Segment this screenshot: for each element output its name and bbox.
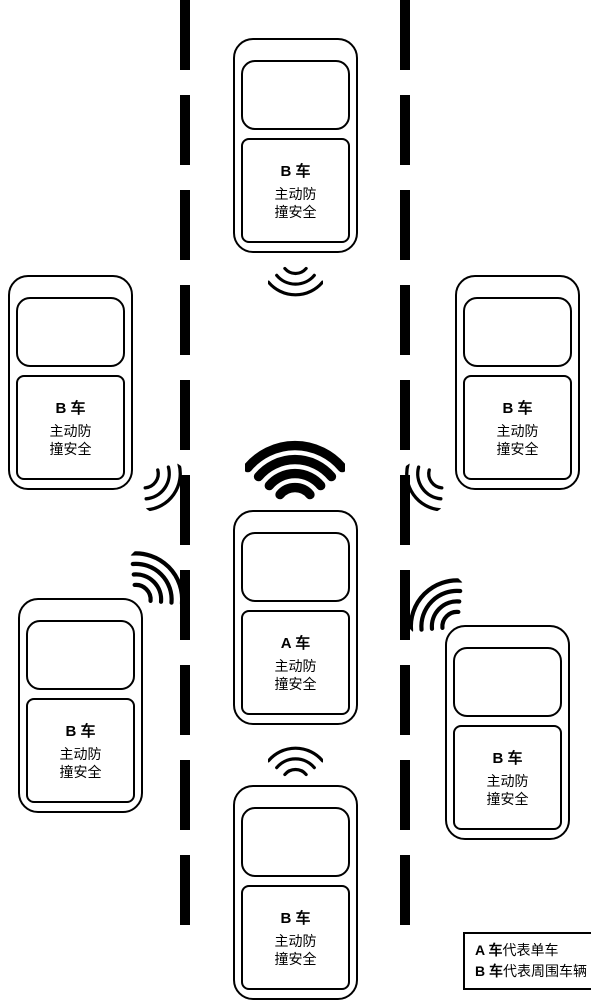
car-sub1: 主动防 <box>487 772 529 790</box>
car-sub2: 撞安全 <box>497 440 539 458</box>
car-label-box: B 车主动防撞安全 <box>241 138 350 243</box>
car-sub2: 撞安全 <box>487 790 529 808</box>
car-title: B 车 <box>280 907 310 928</box>
car-sub1: 主动防 <box>275 657 317 675</box>
car-roof <box>241 532 350 602</box>
lane-dash <box>180 855 190 925</box>
lane-dash <box>400 855 410 925</box>
car-title: B 车 <box>65 720 95 741</box>
legend-a-rest: 代表单车 <box>502 942 558 958</box>
car-B_top: B 车主动防撞安全 <box>233 38 358 253</box>
legend-line-a: A 车代表单车 <box>475 940 587 961</box>
car-sub1: 主动防 <box>497 422 539 440</box>
car-label-box: B 车主动防撞安全 <box>26 698 135 803</box>
car-roof <box>463 297 572 367</box>
car-roof <box>453 647 562 717</box>
car-label-box: A 车主动防撞安全 <box>241 610 350 715</box>
lane-dash <box>400 0 410 70</box>
car-sub2: 撞安全 <box>60 763 102 781</box>
lane-dash <box>180 665 190 735</box>
lane-dash <box>400 665 410 735</box>
car-roof <box>241 60 350 130</box>
legend-b-bold: B 车 <box>475 963 503 979</box>
car-title: B 车 <box>492 747 522 768</box>
car-roof <box>16 297 125 367</box>
car-label-box: B 车主动防撞安全 <box>463 375 572 480</box>
car-B_lower_left: B 车主动防撞安全 <box>18 598 143 813</box>
car-sub2: 撞安全 <box>50 440 92 458</box>
car-roof <box>241 807 350 877</box>
lane-line-left <box>180 0 192 920</box>
car-B_lower_right: B 车主动防撞安全 <box>445 625 570 840</box>
car-label-box: B 车主动防撞安全 <box>241 885 350 990</box>
car-title: B 车 <box>55 397 85 418</box>
legend-box: A 车代表单车 B 车代表周围车辆 <box>463 932 591 990</box>
lane-dash <box>400 95 410 165</box>
legend-line-b: B 车代表周围车辆 <box>475 961 587 982</box>
car-title: B 车 <box>502 397 532 418</box>
lane-line-right <box>400 0 412 920</box>
lane-dash <box>180 760 190 830</box>
legend-a-bold: A 车 <box>475 942 502 958</box>
signal-wave-B_bottom <box>268 745 323 785</box>
lane-dash <box>400 190 410 260</box>
lane-dash <box>180 380 190 450</box>
lane-dash <box>180 190 190 260</box>
car-sub1: 主动防 <box>275 185 317 203</box>
car-A: A 车主动防撞安全 <box>233 510 358 725</box>
car-B_upper_left: B 车主动防撞安全 <box>8 275 133 490</box>
car-B_upper_right: B 车主动防撞安全 <box>455 275 580 490</box>
car-label-box: B 车主动防撞安全 <box>16 375 125 480</box>
lane-dash <box>400 760 410 830</box>
legend-b-rest: 代表周围车辆 <box>503 963 587 979</box>
car-sub1: 主动防 <box>60 745 102 763</box>
car-sub1: 主动防 <box>275 932 317 950</box>
lane-dash <box>400 380 410 450</box>
car-roof <box>26 620 135 690</box>
lane-dash <box>400 285 410 355</box>
wifi-icon <box>268 745 323 785</box>
lane-dash <box>180 285 190 355</box>
wifi-icon <box>268 258 323 298</box>
lane-dash <box>180 0 190 70</box>
car-title: A 车 <box>281 632 310 653</box>
diagram-canvas: A 车主动防撞安全B 车主动防撞安全B 车主动防撞安全B 车主动防撞安全B 车主… <box>0 0 591 1000</box>
signal-wave-B_top <box>268 258 323 298</box>
lane-dash <box>180 95 190 165</box>
car-title: B 车 <box>280 160 310 181</box>
car-sub1: 主动防 <box>50 422 92 440</box>
car-label-box: B 车主动防撞安全 <box>453 725 562 830</box>
car-sub2: 撞安全 <box>275 950 317 968</box>
car-B_bottom: B 车主动防撞安全 <box>233 785 358 1000</box>
wifi-icon <box>245 440 345 510</box>
car-sub2: 撞安全 <box>275 675 317 693</box>
signal-wave-A_main <box>245 440 345 510</box>
car-sub2: 撞安全 <box>275 203 317 221</box>
